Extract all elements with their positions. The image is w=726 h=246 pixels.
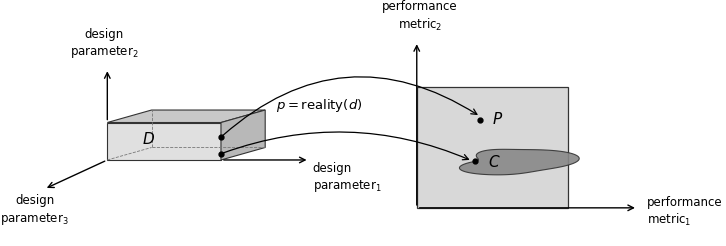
Polygon shape [460,149,579,175]
Text: design
parameter$_3$: design parameter$_3$ [0,194,69,227]
Text: $D$: $D$ [142,131,155,147]
Text: design
parameter$_2$: design parameter$_2$ [70,28,139,60]
Polygon shape [107,123,221,160]
Text: $C$: $C$ [488,154,501,170]
Polygon shape [107,110,265,123]
Text: performance
metric$_2$: performance metric$_2$ [382,0,457,33]
Polygon shape [221,110,265,160]
Bar [417,87,568,208]
Text: $P$: $P$ [492,111,503,127]
Text: performance
metric$_1$: performance metric$_1$ [648,196,723,228]
Text: design
parameter$_1$: design parameter$_1$ [313,162,381,194]
Text: $p = \mathrm{reality}(d)$: $p = \mathrm{reality}(d)$ [276,97,362,114]
